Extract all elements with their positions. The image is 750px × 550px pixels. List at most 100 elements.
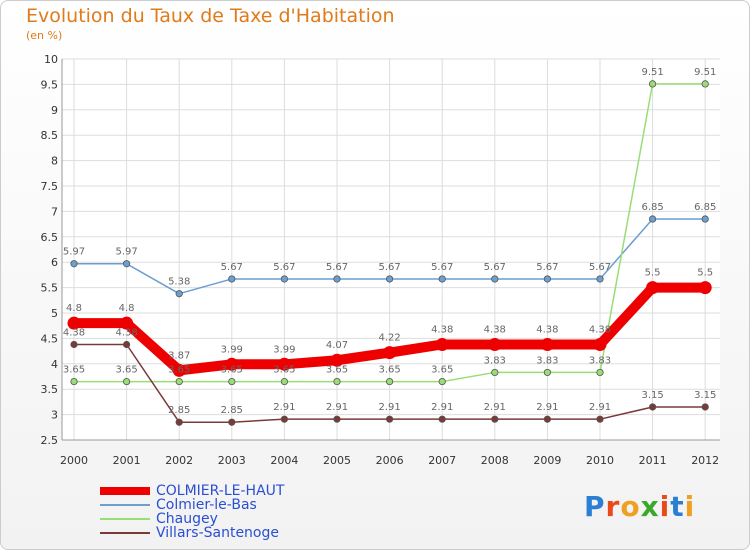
legend-item: Colmier-le-Bas [100, 498, 284, 512]
data-point [648, 80, 657, 88]
data-point [491, 368, 499, 377]
data-point [228, 275, 236, 283]
data-label: 4.38 [589, 324, 611, 335]
data-point [228, 377, 236, 386]
proxiti-logo: Proxiti [584, 490, 696, 523]
legend-swatch [100, 487, 150, 495]
data-point [120, 316, 134, 330]
data-point [280, 275, 288, 283]
chart-subtitle: (en %) [26, 29, 63, 42]
data-point [172, 363, 186, 377]
data-label: 6.85 [694, 202, 716, 213]
data-point [175, 290, 183, 298]
data-label: 5.38 [168, 277, 190, 288]
data-label: 4.38 [115, 327, 137, 338]
data-label: 5.97 [63, 247, 85, 258]
x-tick-label: 2012 [691, 454, 719, 467]
data-point [333, 415, 341, 423]
data-point [698, 281, 712, 295]
legend-swatch [100, 518, 150, 520]
x-tick-label: 2003 [218, 454, 246, 467]
data-point [70, 340, 78, 349]
legend-swatch [100, 532, 150, 534]
data-point [280, 415, 288, 423]
data-label: 2.91 [431, 402, 453, 413]
data-label: 4.38 [536, 324, 558, 335]
data-point [491, 415, 499, 423]
data-label: 3.65 [168, 365, 190, 376]
y-tick-label: 6 [51, 256, 58, 269]
data-label: 4.8 [119, 303, 135, 314]
data-point [596, 415, 604, 423]
data-point [701, 403, 709, 411]
data-label: 3.65 [431, 365, 453, 376]
data-point [330, 353, 344, 367]
data-point [596, 368, 604, 377]
legend-item: COLMIER-LE-HAUT [100, 484, 284, 498]
data-label: 9.51 [641, 67, 663, 78]
chart-title: Evolution du Taux de Taxe d'Habitation [26, 5, 395, 27]
data-label: 3.99 [273, 344, 295, 355]
data-point [333, 377, 341, 386]
data-label: 5.5 [645, 268, 661, 279]
y-tick-label: 7.5 [41, 180, 59, 193]
data-point [383, 346, 397, 360]
data-label: 2.91 [378, 402, 400, 413]
data-label: 4.22 [378, 333, 400, 344]
data-label: 2.91 [589, 402, 611, 413]
data-label: 2.85 [168, 405, 190, 416]
data-label: 5.67 [378, 262, 400, 273]
data-label: 2.91 [536, 402, 558, 413]
data-label: 3.99 [221, 344, 243, 355]
data-label: 5.67 [431, 262, 453, 273]
x-tick-label: 2009 [533, 454, 561, 467]
x-tick-label: 2008 [481, 454, 509, 467]
plot-area [62, 59, 720, 440]
x-tick-label: 2007 [428, 454, 456, 467]
data-label: 2.91 [273, 402, 295, 413]
data-point [385, 275, 394, 283]
data-point [648, 215, 657, 223]
data-point [225, 357, 239, 371]
data-label: 5.67 [326, 262, 348, 273]
data-label: 5.5 [697, 268, 713, 279]
data-point [67, 316, 81, 330]
x-tick-label: 2002 [165, 454, 193, 467]
data-label: 5.67 [484, 262, 506, 273]
data-label: 3.83 [536, 355, 558, 366]
y-tick-label: 2.5 [41, 434, 59, 447]
y-tick-label: 3 [51, 409, 58, 422]
x-tick-label: 2005 [323, 454, 351, 467]
legend-label: Villars-Santenoge [156, 525, 279, 541]
data-point [543, 368, 552, 377]
data-point [70, 377, 78, 386]
y-tick-label: 6.5 [41, 231, 59, 244]
data-label: 3.83 [484, 355, 506, 366]
data-point [646, 281, 660, 295]
data-label: 3.65 [273, 365, 295, 376]
data-point [491, 275, 499, 283]
data-label: 2.91 [326, 402, 348, 413]
data-point [70, 260, 78, 268]
axis-layer: 2.5 3 3.5 4 4.5 5 5.5 6 6.5 7 7.5 8 8.5 9 9.5 10 2000 200… [41, 53, 720, 467]
data-point [175, 418, 183, 426]
data-label: 3.65 [63, 365, 85, 376]
data-point [438, 377, 446, 386]
data-label: 3.65 [326, 365, 348, 376]
data-label: 5.67 [536, 262, 558, 273]
data-point [277, 357, 291, 371]
grid-layer [62, 58, 720, 441]
data-point [438, 275, 446, 283]
data-point [123, 340, 131, 349]
legend-item: Chaugey [100, 512, 284, 526]
data-point [648, 403, 657, 411]
y-tick-label: 4 [51, 358, 58, 371]
legend-label: Colmier-le-Bas [156, 497, 257, 513]
x-tick-label: 2006 [376, 454, 404, 467]
data-label: 3.65 [115, 365, 137, 376]
data-label: 4.38 [63, 327, 85, 338]
data-label-layer: 4.8 4.8 3.87 3.99 3.99 4.07 4.22 4.38 4.38 4.38 4.… [63, 67, 716, 416]
data-label: 5.67 [589, 262, 611, 273]
data-point [701, 215, 709, 223]
